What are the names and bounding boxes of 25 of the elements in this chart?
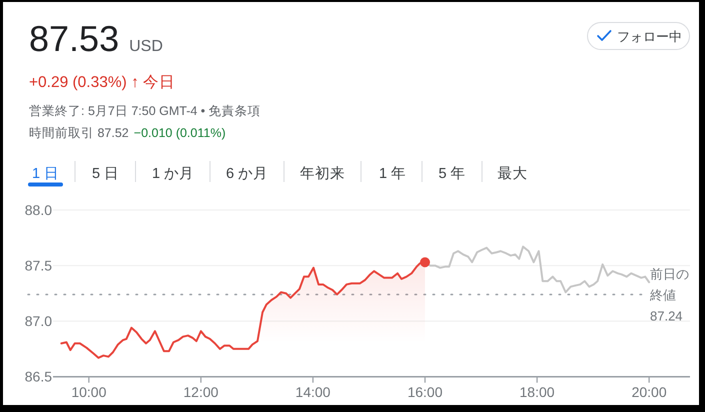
tab-label: 最大 (498, 166, 528, 182)
tab-label: 5 年 (438, 166, 466, 182)
tab-label: 1 年 (378, 166, 406, 182)
ref-line-label: 前日の終値 87.24 (650, 266, 689, 324)
tick-label: 86.5 (24, 368, 52, 385)
button-label: フォロー中 (617, 29, 682, 44)
title: 87.53 USD (29, 18, 163, 59)
tick-label: 87.0 (24, 313, 52, 330)
tick-label: 16:00 (407, 384, 443, 400)
tab-label: 6 か月 (226, 166, 268, 182)
subtitle: +0.29 (0.33%) ↑ 今日 (29, 74, 176, 91)
annotation: 時間前取引 87.52 (29, 126, 129, 140)
tab-label: 年初来 (300, 166, 345, 182)
tick-label: 88.0 (24, 202, 52, 218)
tick-label: 14:00 (295, 384, 330, 400)
tab-label: 5 日 (92, 166, 120, 182)
tick-label: 12:00 (183, 384, 218, 400)
tab-label: 1 日 (32, 166, 60, 182)
tab-label: 1 か月 (152, 166, 194, 182)
annotation: −0.010 (0.011%) (134, 126, 226, 140)
tick-label: 87.5 (24, 258, 52, 274)
tick-label: 10:00 (71, 384, 106, 400)
tick-label: 20:00 (632, 384, 667, 400)
annotation: 営業終了: 5月7日 7:50 GMT-4 • 免責条項 (29, 104, 261, 118)
tick-label: 18:00 (520, 384, 555, 400)
